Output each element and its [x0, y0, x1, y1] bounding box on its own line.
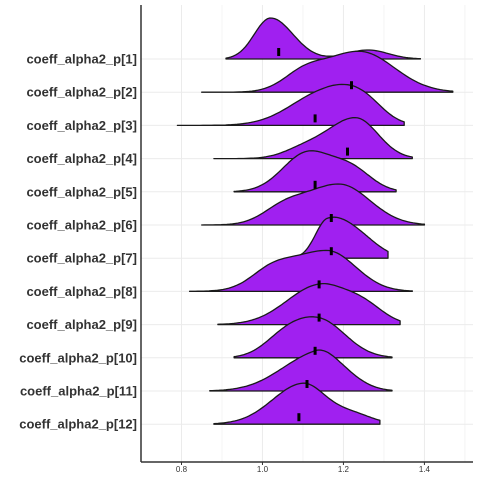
median-marker-4 — [346, 147, 349, 156]
median-marker-6 — [329, 214, 333, 222]
x-tick-label: 0.8 — [176, 465, 188, 474]
ridge-12 — [213, 382, 381, 425]
y-label-10: coeff_alpha2_p[10] — [19, 350, 137, 365]
ridge-1 — [225, 17, 422, 60]
y-label-11: coeff_alpha2_p[11] — [20, 384, 137, 399]
ridge-4 — [213, 116, 413, 160]
ridge-7 — [298, 216, 389, 259]
median-marker-1 — [277, 48, 281, 56]
ridge-8 — [188, 249, 413, 293]
median-marker-10 — [313, 346, 317, 355]
y-label-12: coeff_alpha2_p[12] — [19, 417, 137, 432]
ridge-11 — [209, 349, 393, 392]
median-marker-2 — [350, 81, 353, 90]
x-tick-label: 1.4 — [419, 465, 431, 474]
median-markers — [277, 48, 353, 422]
y-label-3: coeff_alpha2_p[3] — [26, 118, 137, 133]
y-axis-labels: coeff_alpha2_p[1] coeff_alpha2_p[2] coeff_… — [19, 52, 137, 432]
x-tick-label: 1.2 — [338, 465, 350, 474]
median-marker-9 — [317, 313, 321, 322]
y-label-4: coeff_alpha2_p[4] — [26, 151, 137, 166]
median-marker-5 — [313, 180, 317, 189]
ridge-3 — [176, 83, 405, 127]
x-axis-ticks: 0.8 1.0 1.2 1.4 — [176, 462, 431, 474]
y-label-1: coeff_alpha2_p[1] — [26, 52, 137, 67]
y-label-8: coeff_alpha2_p[8] — [26, 284, 137, 299]
ridge-9 — [217, 282, 401, 326]
median-marker-12 — [297, 413, 301, 422]
median-marker-3 — [313, 114, 317, 123]
ridges — [176, 17, 454, 425]
ridge-10 — [233, 316, 393, 359]
median-marker-7 — [329, 247, 333, 256]
y-label-6: coeff_alpha2_p[6] — [26, 218, 137, 233]
median-marker-8 — [317, 280, 321, 289]
ridge-2 — [201, 50, 454, 93]
median-marker-11 — [305, 380, 309, 388]
y-label-9: coeff_alpha2_p[9] — [26, 317, 137, 332]
y-label-2: coeff_alpha2_p[2] — [26, 85, 137, 100]
y-label-7: coeff_alpha2_p[7] — [26, 251, 137, 266]
x-tick-label: 1.0 — [257, 465, 269, 474]
y-label-5: coeff_alpha2_p[5] — [26, 184, 137, 199]
ridge-5 — [233, 150, 397, 193]
